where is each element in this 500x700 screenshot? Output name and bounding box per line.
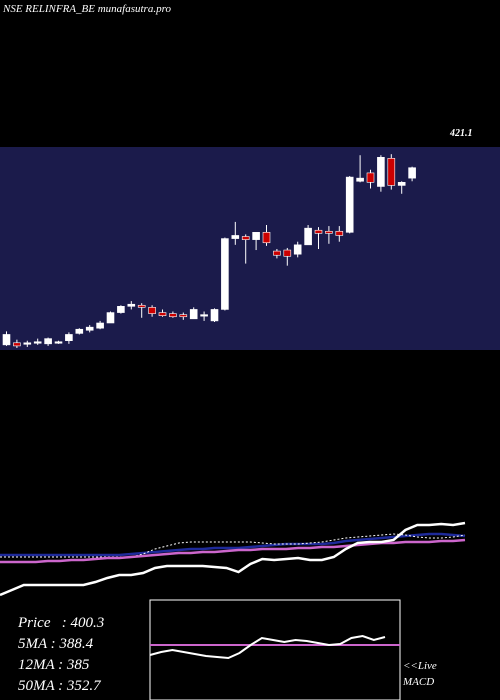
candle-up	[293, 244, 302, 255]
candle-down	[262, 232, 271, 244]
candle-up	[210, 309, 219, 322]
candle-up	[189, 309, 198, 320]
candle-up	[96, 322, 104, 329]
candle-down	[137, 304, 146, 308]
macd-panel	[149, 599, 401, 700]
candlestick-series	[2, 154, 416, 348]
candle-down	[273, 250, 281, 256]
candle-down	[314, 229, 323, 234]
candle-up	[54, 341, 63, 344]
ma-line	[0, 532, 466, 557]
candle-up	[127, 303, 136, 307]
candle-down	[158, 312, 167, 316]
candle-up	[65, 334, 73, 342]
candle-up	[106, 312, 115, 324]
candle-down	[283, 249, 292, 257]
candle-down	[325, 230, 333, 234]
candle-up	[44, 338, 52, 345]
ma-line	[0, 538, 466, 564]
candle-up	[85, 326, 94, 331]
candle-down	[169, 313, 177, 318]
50ma-stat: 50MA : 352.7	[18, 678, 101, 694]
candle-up	[231, 235, 240, 239]
candle-down	[366, 172, 375, 183]
candle-down	[387, 158, 396, 186]
candle-up	[33, 341, 42, 344]
macd-line	[149, 634, 386, 660]
moving-average-lines	[0, 521, 466, 597]
candle-up	[75, 328, 84, 334]
candle-down	[335, 230, 344, 236]
candle-up	[200, 314, 208, 317]
candle-up	[252, 232, 260, 240]
last-price-label: 421.1	[450, 128, 473, 139]
candle-down	[148, 307, 156, 314]
macd-label: MACD	[403, 676, 435, 688]
page-title: NSE RELINFRA_BE munafasutra.pro	[3, 3, 171, 15]
price-stat: Price : 400.3	[18, 615, 105, 631]
candle-up	[2, 334, 11, 346]
ma-line	[0, 521, 466, 597]
candle-down	[13, 342, 21, 347]
candle-up	[304, 227, 312, 246]
candle-down	[179, 314, 188, 318]
candle-up	[221, 238, 229, 310]
live-link[interactable]: <<Live	[403, 660, 437, 672]
candle-up	[356, 177, 364, 182]
ma-line	[0, 533, 466, 558]
candle-up	[23, 342, 32, 345]
candle-up	[345, 176, 354, 233]
price-panel	[0, 147, 500, 350]
candle-up	[117, 306, 125, 313]
candle-down	[241, 236, 250, 240]
candle-up	[377, 156, 385, 187]
candle-up	[408, 167, 416, 179]
12ma-stat: 12MA : 385	[18, 657, 90, 673]
5ma-stat: 5MA : 388.4	[18, 636, 94, 652]
candle-up	[397, 182, 406, 186]
